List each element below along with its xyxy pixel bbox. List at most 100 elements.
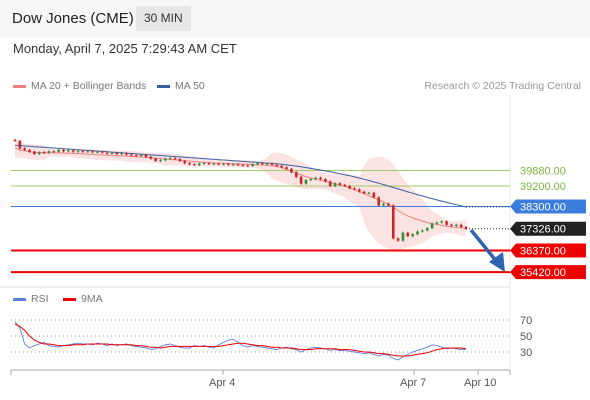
level-tag-3 — [510, 243, 586, 258]
candle-body — [149, 156, 153, 159]
level-label-2: 38300.00 — [510, 199, 586, 214]
instrument-title: Dow Jones (CME) — [12, 10, 134, 27]
candle — [353, 187, 356, 191]
candle-body — [52, 151, 56, 153]
candle-body — [309, 179, 313, 181]
level-label-4: 35420.00 — [510, 265, 586, 280]
legend-bollinger-label: MA 20 + Bollinger Bands — [31, 80, 147, 92]
candle — [401, 231, 405, 242]
candle — [231, 163, 235, 166]
candle-body — [406, 232, 410, 237]
candle — [285, 166, 288, 170]
candle-body — [125, 153, 128, 155]
bollinger-band — [15, 138, 466, 251]
candle-body — [256, 163, 259, 165]
ma20-line — [14, 147, 467, 229]
candle-body — [391, 205, 395, 239]
candle — [164, 157, 167, 162]
level-value-3: 36370.00 — [520, 246, 566, 258]
candle — [227, 162, 230, 166]
timeframe-button[interactable]: 30 MIN — [136, 6, 191, 31]
legend-rsi-swatch — [13, 297, 26, 301]
candle — [81, 149, 85, 153]
candle-body — [86, 151, 90, 153]
candle-body — [367, 192, 371, 194]
x-tick-label-1: Apr 7 — [400, 377, 426, 389]
candle-body — [67, 150, 70, 152]
candle — [91, 150, 94, 154]
candle-body — [246, 165, 250, 167]
candle-body — [62, 149, 65, 152]
candle — [13, 138, 17, 142]
candle-body — [178, 159, 182, 161]
candle — [197, 162, 201, 167]
candle-body — [421, 230, 424, 232]
candle-body — [455, 224, 458, 226]
legend-ma50-swatch — [157, 84, 170, 88]
candle-body — [430, 223, 434, 229]
candle — [71, 149, 75, 153]
legend-ma50-label: MA 50 — [175, 80, 205, 92]
candle — [149, 155, 153, 160]
candle-body — [168, 158, 172, 160]
candle — [372, 191, 376, 199]
level-value-2: 38300.00 — [520, 202, 566, 214]
candle — [319, 176, 322, 181]
x-tick-label-2: Apr 10 — [464, 377, 496, 389]
candle — [134, 154, 138, 157]
candle — [202, 162, 206, 165]
candle — [430, 222, 434, 230]
candle-body — [299, 176, 303, 184]
candle-body — [37, 152, 41, 155]
candle — [343, 183, 347, 188]
candle-body — [33, 151, 36, 155]
candle — [139, 153, 143, 157]
candle — [62, 148, 65, 153]
candle-body — [401, 232, 405, 241]
candle — [159, 159, 162, 162]
candle — [261, 162, 264, 165]
candle — [18, 139, 22, 150]
candle-body — [450, 224, 453, 226]
candle-body — [42, 152, 46, 154]
candle — [28, 148, 31, 153]
rsi-tick-30: 30 — [520, 347, 532, 359]
candle-body — [411, 234, 414, 237]
candle-body — [81, 150, 85, 152]
rsi-ma-line — [14, 323, 467, 357]
level-tag-4 — [510, 265, 586, 280]
candle — [188, 162, 191, 166]
candle-body — [241, 165, 245, 167]
candle-body — [154, 158, 157, 161]
candle — [299, 175, 303, 185]
level-value-0: 39880.00 — [520, 165, 566, 177]
candle — [212, 162, 216, 166]
legend-rsi-ma-swatch — [63, 297, 76, 301]
candle — [120, 152, 123, 156]
candle — [367, 191, 371, 195]
candle-body — [445, 221, 448, 225]
candle-body — [105, 152, 109, 154]
candle — [100, 150, 104, 154]
candle — [445, 220, 448, 226]
rsi-line — [14, 321, 466, 361]
candle-body — [304, 180, 308, 184]
rsi-tick-50: 50 — [520, 331, 532, 343]
candle — [251, 163, 254, 167]
timestamp-subtitle: Monday, April 7, 2025 7:29:43 AM CET — [13, 41, 237, 56]
candle-body — [217, 163, 220, 165]
candle — [47, 150, 51, 154]
candle-body — [222, 163, 225, 165]
candle-body — [387, 203, 390, 206]
candle — [348, 184, 351, 190]
candle — [416, 230, 419, 236]
x-tick-label-0: Apr 4 — [209, 377, 235, 389]
candle-body — [261, 163, 264, 165]
candle — [333, 182, 337, 188]
candle-body — [382, 203, 385, 206]
candle-body — [227, 163, 230, 165]
candle — [76, 149, 80, 153]
candle — [290, 167, 293, 174]
candle — [450, 223, 453, 227]
